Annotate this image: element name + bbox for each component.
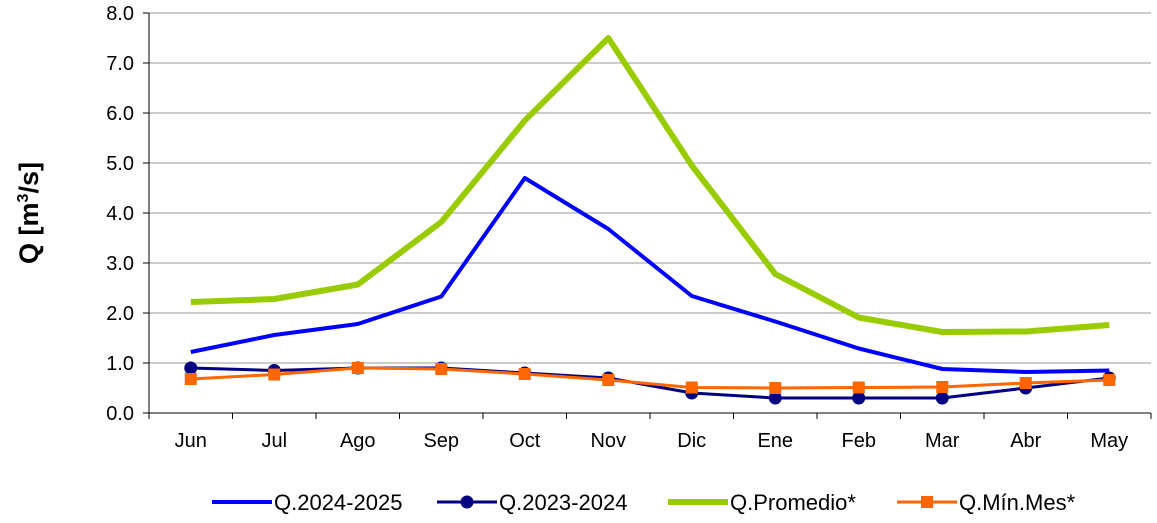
series-Q.2024-2025: [190, 176, 1110, 374]
x-tick-label: Sep: [423, 430, 459, 452]
legend-item: Q.2024-2025: [212, 490, 402, 515]
data-point: [357, 284, 358, 285]
data-point: [357, 324, 358, 325]
x-tick-label: Oct: [509, 430, 541, 452]
legend-marker: [460, 495, 474, 509]
data-point: [274, 335, 275, 336]
data-point: [274, 299, 275, 300]
series-line: [190, 176, 1110, 374]
x-tick-label: Dic: [677, 430, 706, 452]
data-point: [190, 302, 191, 303]
data-point: [1025, 331, 1026, 332]
series-line: [190, 366, 1110, 390]
data-point: [691, 165, 692, 166]
x-tick-label: Feb: [842, 430, 876, 452]
x-tick-label: Nov: [590, 430, 626, 452]
x-tick-label: Ago: [340, 430, 376, 452]
series-line: [190, 35, 1110, 335]
data-point: [441, 222, 442, 223]
series-Q.Promedio*: [190, 35, 1110, 335]
data-point: [936, 381, 949, 393]
data-point: [768, 391, 782, 405]
x-tick-label: Jun: [175, 430, 207, 452]
data-point: [518, 368, 531, 380]
x-tick-label: Mar: [925, 430, 960, 452]
data-point: [1019, 377, 1032, 389]
x-tick-label: Abr: [1010, 430, 1041, 452]
y-tick-label: 0.0: [106, 403, 134, 425]
data-point: [769, 382, 782, 394]
data-point: [852, 381, 865, 394]
data-point: [775, 321, 776, 322]
y-tick-label: 2.0: [106, 303, 134, 325]
data-point: [942, 332, 943, 333]
data-point: [1109, 325, 1110, 326]
legend: Q.2024-2025 Q.2023-2024 Q.Promedio* Q.Mín.M…: [212, 490, 1076, 515]
data-point: [435, 363, 448, 375]
data-point: [858, 317, 859, 318]
data-point: [441, 296, 442, 297]
axis-layer: 0.0 1.0 2.0 3.0 4.0 5.0 6.0 7.0 8.0 Jun Jul Ago Sep O…: [106, 3, 1152, 452]
legend-label: Q.2024-2025: [274, 490, 402, 515]
series-Q.Mín.Mes*: [184, 362, 1116, 394]
y-axis-title-end: /s]: [14, 162, 44, 194]
x-tick-label: Jul: [261, 430, 287, 452]
data-point: [190, 352, 191, 353]
y-tick-label: 1.0: [106, 353, 134, 375]
data-point: [935, 391, 949, 405]
data-point: [351, 362, 364, 374]
data-point: [775, 274, 776, 275]
data-point: [858, 348, 859, 349]
legend-item: Q.Promedio*: [668, 490, 856, 515]
y-axis-title-superscript: 3: [15, 193, 32, 202]
legend-label: Q.Mín.Mes*: [959, 490, 1076, 515]
legend-item: Q.2023-2024: [437, 490, 627, 515]
data-point: [691, 296, 692, 297]
y-axis-title-main: Q [m: [14, 202, 44, 264]
y-tick-label: 5.0: [106, 153, 134, 175]
data-point: [1025, 372, 1026, 373]
data-point: [268, 368, 281, 381]
data-point: [685, 381, 698, 394]
y-tick-label: 6.0: [106, 103, 134, 125]
legend-label: Q.2023-2024: [499, 490, 627, 515]
data-point: [608, 38, 609, 39]
data-point: [1103, 374, 1116, 386]
legend-item: Q.Mín.Mes*: [897, 490, 1076, 515]
y-axis-title: Q [m3/s]: [14, 162, 44, 264]
data-point: [1109, 370, 1110, 371]
data-point: [942, 369, 943, 370]
data-point: [524, 120, 525, 121]
y-tick-label: 4.0: [106, 203, 134, 225]
data-point: [602, 374, 615, 386]
data-point: [184, 373, 197, 385]
legend-marker: [921, 496, 933, 508]
y-tick-label: 3.0: [106, 253, 134, 275]
data-point: [184, 361, 198, 375]
grid-layer: [149, 12, 1151, 364]
series-layer: [184, 35, 1116, 405]
x-tick-label: Ene: [757, 430, 793, 452]
data-point: [852, 391, 866, 405]
legend-label: Q.Promedio*: [730, 490, 856, 515]
data-point: [608, 229, 609, 230]
data-point: [524, 178, 525, 179]
x-tick-label: May: [1090, 430, 1128, 452]
y-tick-label: 7.0: [106, 53, 134, 75]
y-tick-label: 8.0: [106, 3, 134, 25]
